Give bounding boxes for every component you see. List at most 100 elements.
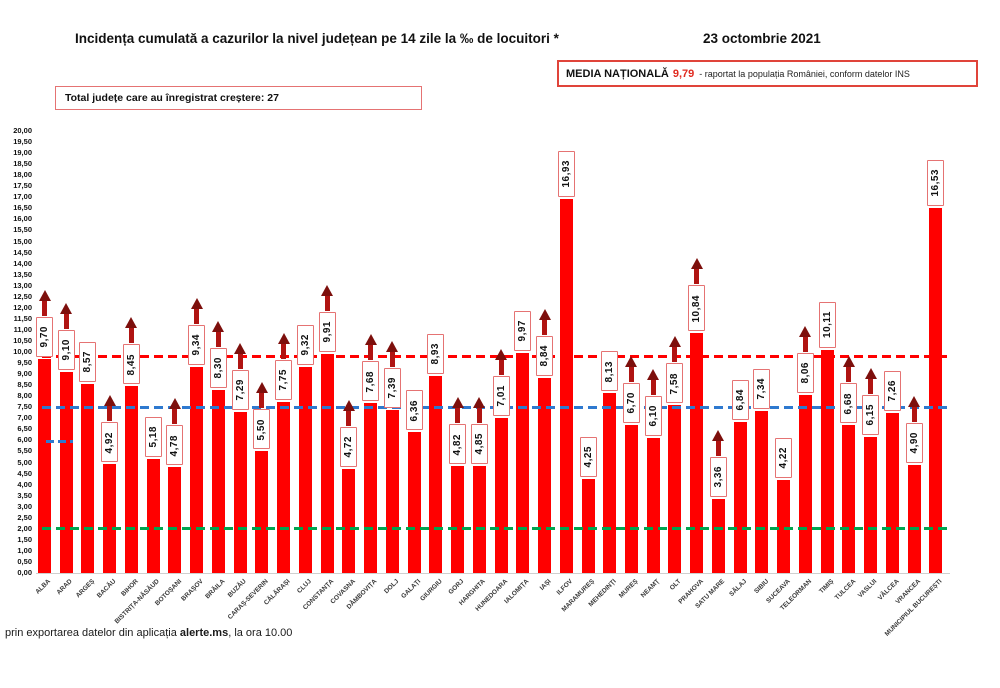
- y-axis-tick-label: 7,50: [17, 402, 32, 412]
- y-axis-tick-label: 5,50: [17, 446, 32, 456]
- y-axis-tick-label: 15,00: [13, 236, 32, 246]
- increase-arrow-shaft: [42, 300, 47, 316]
- increase-arrow-shaft: [237, 353, 243, 369]
- bar-value-label: 6,15: [862, 395, 880, 436]
- bar-value-text: 4,92: [104, 431, 116, 453]
- bar: [407, 432, 421, 573]
- bar-value-text: 16,93: [560, 160, 572, 188]
- bar-value-label: 3,36: [709, 456, 727, 497]
- national-average-label: MEDIA NAȚIONALĂ: [566, 67, 669, 80]
- bar-value-label: 6,10: [644, 396, 662, 437]
- y-axis-tick-label: 6,00: [17, 435, 32, 445]
- y-axis-tick-label: 6,50: [17, 424, 32, 434]
- increase-arrow-shaft: [368, 345, 374, 361]
- bar-value-label: 8,93: [427, 333, 445, 374]
- y-axis-tick-label: 13,50: [13, 269, 32, 279]
- bar: [429, 375, 443, 573]
- bar-value-label: 4,92: [101, 422, 119, 463]
- bar-value-text: 4,90: [908, 431, 920, 454]
- increase-arrow-shaft: [324, 295, 330, 311]
- bar-value-label: 8,84: [536, 335, 554, 376]
- bar: [581, 479, 595, 573]
- bar-value-label: 8,45: [122, 344, 140, 385]
- increase-arrow: [473, 396, 486, 423]
- bar-value-label: 16,53: [927, 159, 945, 206]
- bar: [516, 352, 530, 573]
- bar: [364, 403, 378, 573]
- bar: [211, 389, 225, 573]
- bar: [559, 198, 573, 573]
- increase-arrow: [38, 289, 51, 316]
- bar-value-text: 7,68: [365, 370, 377, 392]
- bar-value-text: 9,97: [517, 319, 529, 342]
- bar: [798, 394, 812, 573]
- bar-value-text: 9,10: [60, 339, 72, 361]
- bar-value-text: 4,25: [582, 446, 594, 468]
- increase-arrow: [625, 355, 638, 382]
- bar-value-text: 7,39: [386, 376, 398, 399]
- increase-arrow: [842, 356, 855, 383]
- increase-arrow: [647, 369, 660, 396]
- increase-arrow-head: [647, 369, 660, 381]
- bar-value-label: 4,78: [166, 425, 184, 466]
- bar-value-text: 3,36: [712, 466, 724, 488]
- county-name: ARGEȘ: [74, 578, 96, 600]
- bar-value-text: 6,10: [647, 405, 659, 427]
- y-axis-tick-label: 12,50: [13, 291, 32, 301]
- bar-value-text: 7,01: [495, 385, 507, 407]
- bar-value-text: 10,84: [691, 294, 703, 323]
- bar-value-text: 9,70: [39, 325, 50, 348]
- footer-app-name: alerte.ms: [179, 627, 229, 639]
- increase-arrow-shaft: [672, 347, 678, 363]
- y-axis-tick-label: 17,00: [13, 192, 32, 202]
- increase-arrow-head: [473, 396, 486, 408]
- bar: [190, 366, 204, 573]
- y-axis-tick-label: 4,00: [17, 479, 32, 489]
- bar-value-label: 4,72: [340, 426, 358, 467]
- increase-arrow-shaft: [172, 409, 178, 425]
- increase-arrow-shaft: [215, 331, 221, 347]
- media-nationala-line: [42, 355, 948, 359]
- increase-arrow-shaft: [107, 406, 113, 422]
- national-average-box: MEDIA NAȚIONALĂ 9,79 - raportat la popul…: [557, 60, 978, 87]
- increase-arrow-head: [712, 429, 725, 441]
- increase-arrow-shaft: [498, 360, 504, 376]
- bar: [342, 468, 356, 573]
- bar: [820, 349, 834, 573]
- increase-arrow-shaft: [476, 407, 482, 423]
- bar-value-label: 7,68: [362, 361, 380, 402]
- increase-arrow-shaft: [128, 328, 134, 344]
- bar-value-text: 4,78: [169, 434, 181, 457]
- bar-value-label: 4,85: [470, 423, 488, 464]
- increase-arrow: [495, 349, 508, 376]
- increase-arrow-head: [690, 258, 703, 270]
- total-increase-label: Total județe care au înregistrat creșter…: [65, 92, 279, 104]
- increase-arrow-shaft: [846, 367, 852, 383]
- bar: [929, 207, 943, 573]
- increase-arrow-head: [234, 342, 247, 354]
- bar-value-label: 7,75: [275, 359, 293, 400]
- increase-arrow: [234, 342, 247, 369]
- bar: [755, 410, 769, 573]
- bar: [103, 464, 117, 573]
- county-name: TIMIȘ: [817, 578, 836, 596]
- bar: [646, 438, 660, 573]
- increase-arrow-head: [342, 399, 355, 411]
- bar-value-label: 16,93: [557, 150, 575, 197]
- y-axis-tick-label: 8,00: [17, 391, 32, 401]
- bar: [298, 367, 312, 573]
- y-axis-tick-label: 11,00: [13, 324, 32, 334]
- y-axis-tick-label: 13,00: [13, 280, 32, 290]
- stray-blue-dash: [46, 440, 73, 443]
- increase-arrow-shaft: [628, 366, 634, 382]
- county-name: SIBIU: [752, 578, 770, 596]
- bar-value-text: 10,11: [821, 311, 833, 339]
- increase-arrow: [538, 308, 551, 335]
- bar-value-text: 6,84: [734, 389, 746, 411]
- county-name: ILFOV: [555, 578, 575, 597]
- bar-value-label: 7,01: [492, 376, 510, 417]
- y-axis-tick-label: 5,00: [17, 457, 32, 467]
- county-name: ARAD: [55, 578, 75, 597]
- x-axis-line: [36, 573, 950, 574]
- bar-value-text: 8,30: [212, 356, 224, 379]
